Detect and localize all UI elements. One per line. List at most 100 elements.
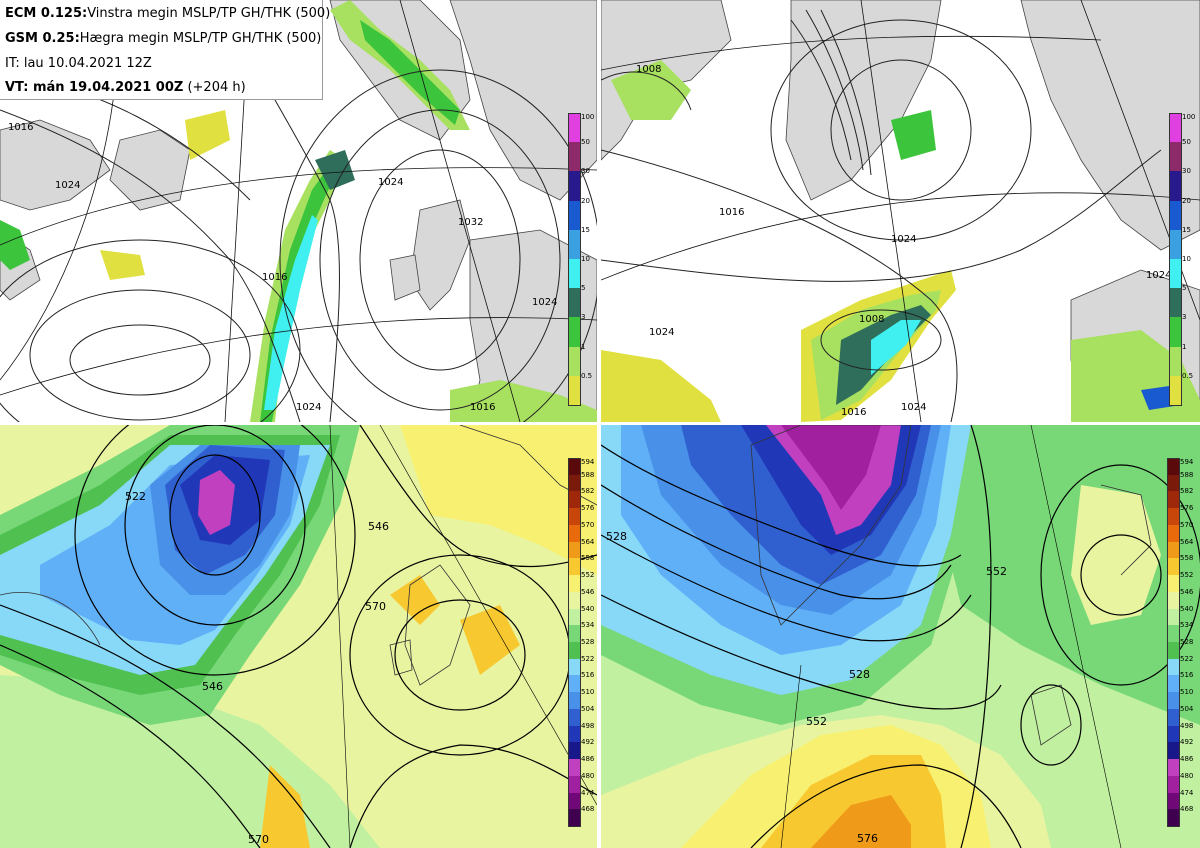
colorbar-label: 510 xyxy=(1180,688,1194,697)
colorbar-segment xyxy=(568,317,581,347)
thickness-colorbar: 594 588 582 576 570 564 558 552 546 540 534 528 522 5… xyxy=(1167,458,1197,827)
colorbar-label: 498 xyxy=(581,721,595,730)
colorbar-label: 540 xyxy=(581,604,595,613)
colorbar-label: 3 xyxy=(1182,313,1187,322)
colorbar-label: 582 xyxy=(1180,487,1194,496)
gsm-thickness-panel: 528 528 552 552 576 594 588 582 576 570 564 55… xyxy=(601,425,1200,848)
isobar-label: 1016 xyxy=(719,207,744,218)
colorbar-segment xyxy=(568,474,581,492)
colorbar-segment xyxy=(1169,113,1182,144)
contour-label: 570 xyxy=(365,600,386,613)
colorbar-segment xyxy=(568,575,581,592)
colorbar-segment xyxy=(568,259,581,289)
colorbar-label: 588 xyxy=(581,470,595,479)
colorbar-segment xyxy=(568,113,581,144)
colorbar-segment xyxy=(1167,558,1180,576)
colorbar-segment xyxy=(568,591,581,609)
colorbar-segment xyxy=(568,775,581,793)
colorbar-label: 510 xyxy=(581,688,595,697)
colorbar-label: 468 xyxy=(1180,805,1194,814)
colorbar-segment xyxy=(568,642,581,659)
colorbar-segment xyxy=(1169,171,1182,201)
colorbar-segment xyxy=(1167,775,1180,793)
contour-label: 528 xyxy=(606,530,627,543)
gsm-mslp-panel: 1008 1016 1024 1024 1008 1016 1024 1024 … xyxy=(601,0,1200,422)
colorbar-label: 1 xyxy=(1182,342,1187,351)
colorbar-segment xyxy=(568,491,581,509)
precip-areas xyxy=(0,0,597,422)
contour-label: 546 xyxy=(202,680,223,693)
colorbar-label: 15 xyxy=(581,225,590,234)
colorbar-segment xyxy=(1167,625,1180,642)
contour-label: 576 xyxy=(857,832,878,845)
colorbar-label: 522 xyxy=(1180,654,1194,663)
isobar-label: 1024 xyxy=(296,402,321,413)
colorbar-label: 504 xyxy=(581,704,595,713)
ecm-thickness-panel: 522 546 570 546 570 594 588 582 576 570 564 55… xyxy=(0,425,597,848)
contour-labels: 522 546 570 546 570 xyxy=(125,490,389,846)
colorbar-segment xyxy=(1167,742,1180,760)
colorbar-segment xyxy=(568,625,581,642)
colorbar-label: 486 xyxy=(1180,755,1194,764)
colorbar-label: 516 xyxy=(581,671,595,680)
colorbar-label: 516 xyxy=(1180,671,1194,680)
colorbar-segment xyxy=(1167,675,1180,693)
colorbar-segment xyxy=(1169,288,1182,318)
colorbar-segment xyxy=(568,658,581,676)
contour-label: 528 xyxy=(849,668,870,681)
isobar-label: 1024 xyxy=(532,297,557,308)
colorbar-label: 570 xyxy=(1180,520,1194,529)
lat-lon-grid xyxy=(329,425,597,848)
precip-colorbar: 100 50 30 20 15 10 5 3 1 0.5 xyxy=(1169,113,1199,406)
colorbar-segment xyxy=(568,725,581,743)
colorbar-segment xyxy=(568,229,581,259)
colorbar-label: 3 xyxy=(581,313,586,322)
colorbar-label: 528 xyxy=(1180,638,1194,646)
colorbar-segment xyxy=(1167,708,1180,726)
colorbar-label: 30 xyxy=(1182,167,1191,176)
precip-colorbar: 100 50 30 20 15 10 5 3 1 0.5 xyxy=(568,113,597,406)
contour-labels: 528 528 552 552 576 xyxy=(606,530,1007,845)
colorbar-segment xyxy=(568,541,581,559)
colorbar-segment xyxy=(1167,474,1180,492)
colorbar-label: 50 xyxy=(1182,138,1191,147)
colorbar-segment xyxy=(568,171,581,201)
colorbar-label: 0.5 xyxy=(581,371,593,380)
isobar-label: 1016 xyxy=(841,407,866,418)
isobar-label: 1024 xyxy=(55,180,80,191)
colorbar-segment xyxy=(568,759,581,776)
colorbar-label: 582 xyxy=(581,487,595,496)
valid-time: VT: mán 19.04.2021 00Z (+204 h) xyxy=(5,80,246,95)
isobar-label: 1024 xyxy=(891,234,916,245)
ecm-description: ECM 0.125:Vinstra megin MSLP/TP GH/THK (… xyxy=(5,6,331,21)
colorbar-segment xyxy=(1169,142,1182,172)
colorbar-label: 552 xyxy=(1180,571,1194,580)
gsm-thickness-map: 528 528 552 552 576 xyxy=(601,425,1200,848)
isobar-labels: 1008 1016 1024 1024 1008 1016 1024 1024 xyxy=(636,64,1171,418)
colorbar-label: 540 xyxy=(1180,604,1194,613)
colorbar-label: 492 xyxy=(1180,738,1194,747)
isobar-label: 1008 xyxy=(636,64,661,75)
coastlines xyxy=(750,425,1152,746)
colorbar-label: 480 xyxy=(1180,771,1194,780)
colorbar-segment xyxy=(568,375,581,406)
colorbar-segment xyxy=(568,792,581,810)
colorbar-segment xyxy=(1169,317,1182,347)
colorbar-label: 534 xyxy=(1180,621,1194,630)
gsm-mslp-map: 1008 1016 1024 1024 1008 1016 1024 1024 xyxy=(601,0,1200,422)
contour-label: 522 xyxy=(125,490,146,503)
colorbar-segment xyxy=(1167,575,1180,592)
colorbar-label: 504 xyxy=(1180,704,1194,713)
colorbar-segment xyxy=(1169,375,1182,406)
colorbar-label: 5 xyxy=(1182,284,1187,293)
colorbar-segment xyxy=(1169,346,1182,376)
chart-info-box: ECM 0.125:Vinstra megin MSLP/TP GH/THK (… xyxy=(0,0,330,100)
colorbar-label: 20 xyxy=(1182,196,1191,205)
isobars xyxy=(601,9,1162,422)
colorbar-segment xyxy=(1167,658,1180,676)
colorbar-label: 558 xyxy=(581,554,595,563)
colorbar-segment xyxy=(1167,458,1180,476)
colorbar-segment xyxy=(1169,229,1182,259)
colorbar-segment xyxy=(1167,491,1180,509)
colorbar-segment xyxy=(568,288,581,318)
